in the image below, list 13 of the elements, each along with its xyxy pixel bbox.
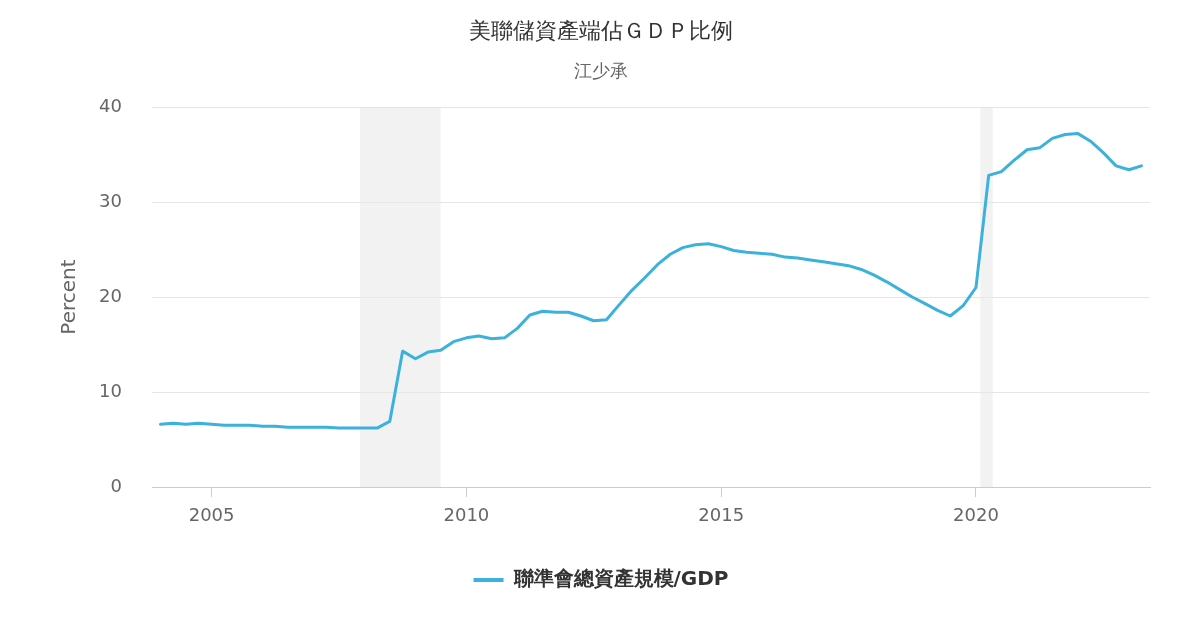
y-tick-label: 10 — [99, 379, 122, 401]
legend-label: 聯準會總資產規模/GDP — [512, 566, 729, 591]
x-tick-label: 2015 — [698, 504, 745, 526]
y-tick-label: 30 — [99, 189, 122, 211]
chart-title: 美聯儲資產端佔ＧＤＰ比例 — [469, 17, 733, 43]
chart-subtitle: 江少承 — [574, 59, 628, 81]
y-axis-title: Percent — [56, 259, 81, 335]
y-tick-label: 0 — [110, 474, 122, 496]
y-tick-label: 40 — [99, 94, 122, 116]
x-tick-label: 2020 — [953, 504, 999, 526]
y-tick-label: 20 — [99, 284, 122, 306]
x-tick-label: 2005 — [188, 504, 235, 526]
x-tick-label: 2010 — [443, 504, 490, 526]
